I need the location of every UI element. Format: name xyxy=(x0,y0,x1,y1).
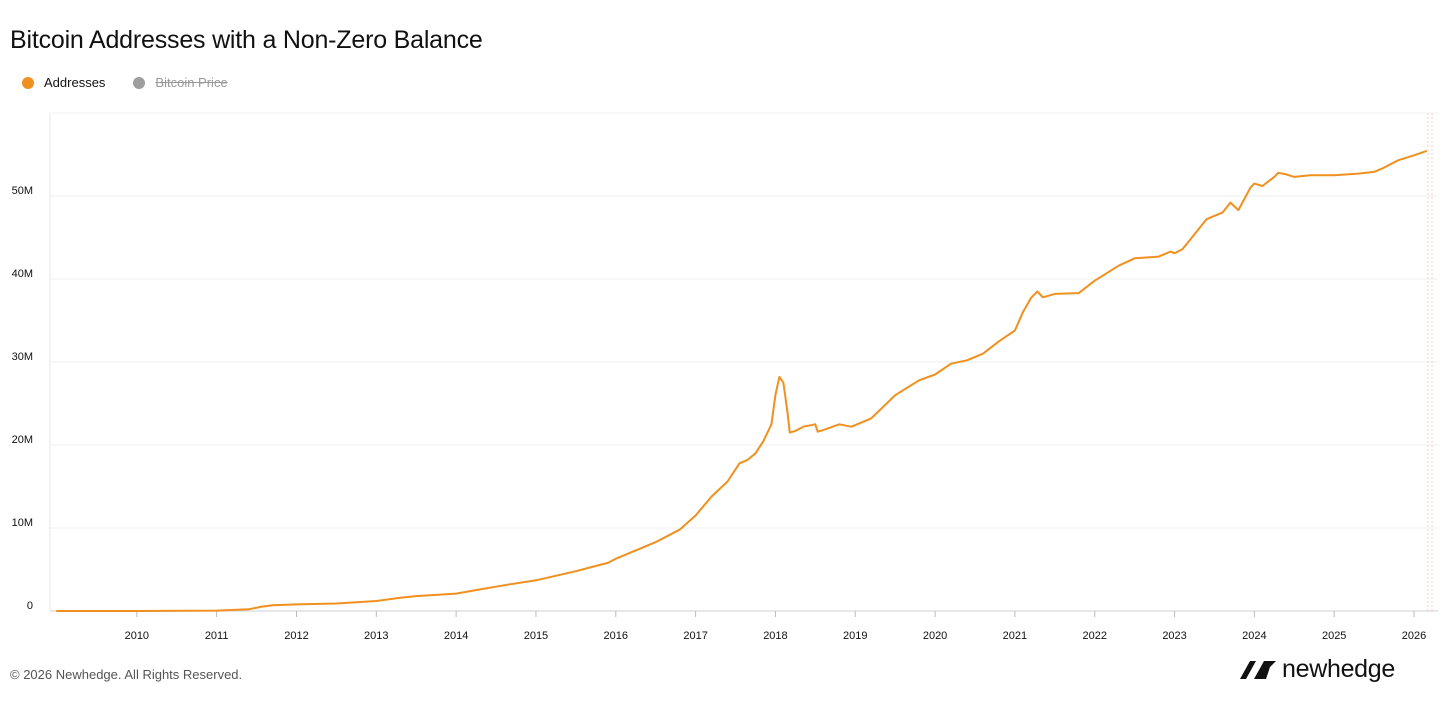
x-tick-label: 2021 xyxy=(1003,630,1027,642)
series-line-addresses[interactable] xyxy=(56,150,1427,612)
brand-name: newhedge xyxy=(1282,655,1395,683)
y-tick-label: 20M xyxy=(12,434,33,446)
x-tick-label: 2018 xyxy=(763,630,787,642)
x-tick-label: 2011 xyxy=(205,630,229,642)
legend-label-bitcoin-price: Bitcoin Price xyxy=(155,75,228,90)
newhedge-logo-icon xyxy=(1240,660,1276,679)
series-layer xyxy=(56,150,1427,612)
legend-marker-addresses xyxy=(22,76,34,89)
y-tick-label: 40M xyxy=(12,268,33,280)
x-tick-label: 2014 xyxy=(444,630,468,642)
x-tick-label: 2012 xyxy=(284,630,308,642)
brand-logo[interactable]: newhedge xyxy=(1240,655,1395,684)
legend-item-addresses[interactable]: Addresses xyxy=(22,75,105,90)
x-tick-label: 2020 xyxy=(923,630,947,642)
x-tick-label: 2023 xyxy=(1162,630,1186,642)
y-tick-label: 30M xyxy=(12,351,33,363)
legend-label-addresses: Addresses xyxy=(44,75,106,90)
x-tick-label: 2024 xyxy=(1242,630,1266,642)
y-tick-label: 10M xyxy=(12,517,33,529)
x-tick-label: 2015 xyxy=(524,630,548,642)
y-axis: 0 10M 20M 30M 40M 50M xyxy=(12,185,33,612)
x-tick-label: 2016 xyxy=(604,630,628,642)
x-tick-label: 2013 xyxy=(364,630,388,642)
gridlines xyxy=(49,112,1438,612)
y-tick-label: 0 xyxy=(27,600,33,612)
legend-item-bitcoin-price[interactable]: Bitcoin Price xyxy=(133,75,228,90)
x-axis: 2010 2011 2012 2013 2014 2015 2016 2017 2018 2019… xyxy=(125,611,1426,642)
y-tick-label: 50M xyxy=(12,185,33,197)
legend-marker-bitcoin-price xyxy=(133,76,146,89)
x-tick-label: 2019 xyxy=(843,630,867,642)
x-tick-label: 2025 xyxy=(1322,630,1346,642)
x-tick-label: 2026 xyxy=(1402,630,1426,642)
x-tick-label: 2017 xyxy=(683,630,707,642)
copyright-notice: © 2026 Newhedge. All Rights Reserved. xyxy=(10,667,243,682)
chart-title: Bitcoin Addresses with a Non-Zero Balanc… xyxy=(10,26,483,54)
x-tick-label: 2010 xyxy=(125,630,149,642)
x-tick-label: 2022 xyxy=(1082,630,1106,642)
legend: Addresses Bitcoin Price xyxy=(22,75,256,90)
